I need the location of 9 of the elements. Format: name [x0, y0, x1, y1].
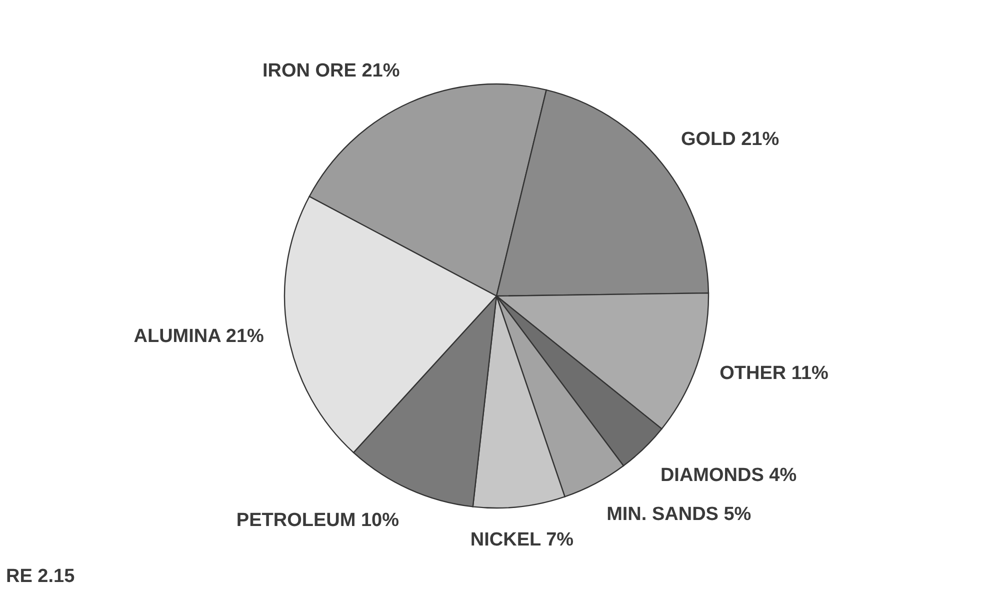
slice-label: NICKEL 7% — [470, 530, 574, 551]
slice-label: ALUMINA 21% — [134, 326, 264, 348]
slice-label: GOLD 21% — [680, 128, 780, 150]
slice-label: PETROLEUM 10% — [236, 510, 400, 531]
slice-label: OTHER 11% — [720, 362, 829, 384]
text: RE 2.15 — [6, 566, 75, 588]
slice-label: IRON ORE 21% — [262, 60, 400, 82]
slice-label: MIN. SANDS 5% — [606, 504, 752, 525]
slice-label: DIAMONDS 4% — [660, 464, 797, 486]
